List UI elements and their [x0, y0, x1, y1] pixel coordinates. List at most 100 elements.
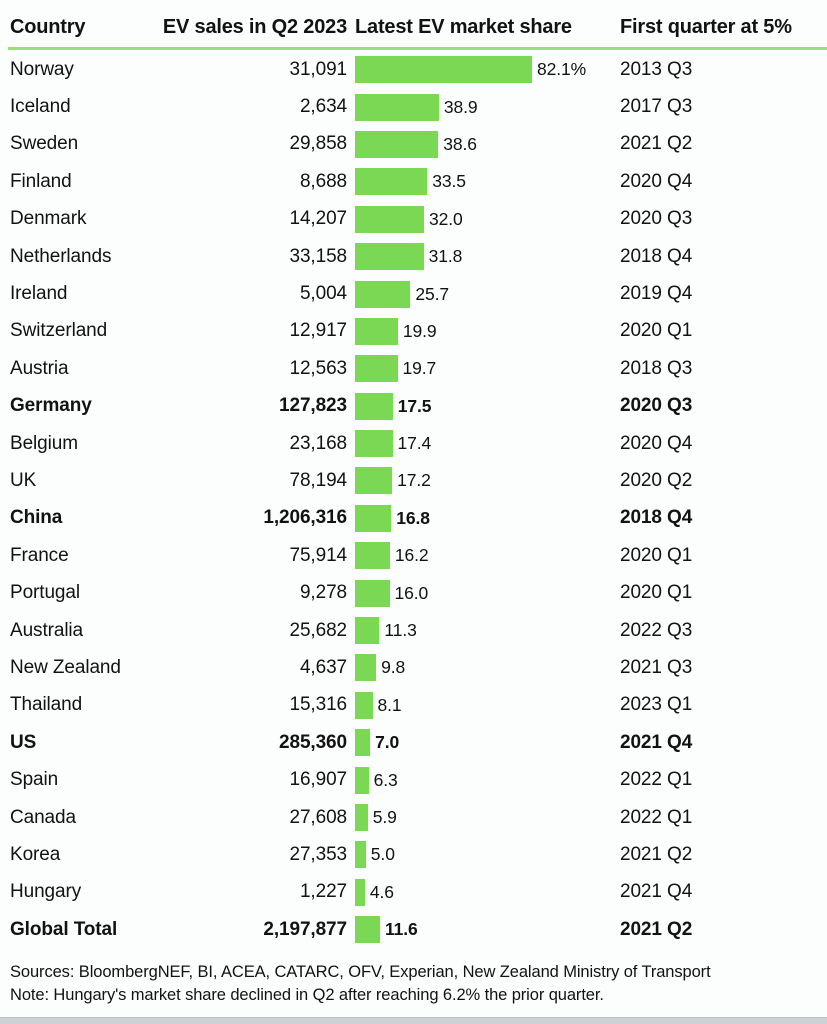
market-share-value-label: 5.0: [370, 844, 395, 865]
market-share-cell: 7.0: [355, 729, 620, 757]
market-share-cell: 6.3: [355, 766, 620, 794]
market-share-cell: 33.5: [355, 168, 620, 196]
first-quarter-cell: 2021 Q2: [620, 133, 693, 155]
table-row: Denmark 14,207 32.0 2020 Q3: [10, 201, 817, 238]
first-quarter-cell: 2018 Q4: [620, 507, 693, 529]
first-quarter-cell: 2017 Q3: [620, 96, 693, 118]
market-share-value-label: 17.5: [397, 395, 432, 416]
table-row: Austria 12,563 19.7 2018 Q3: [10, 350, 817, 387]
country-cell: Finland: [10, 170, 72, 192]
country-cell: UK: [10, 469, 37, 491]
country-cell: Iceland: [10, 96, 71, 118]
market-share-value-label: 16.2: [394, 545, 429, 566]
market-share-value-label: 33.5: [432, 171, 466, 192]
market-share-bar: [355, 243, 424, 271]
country-cell: Switzerland: [10, 320, 108, 342]
table-row: Ireland 5,004 25.7 2019 Q4: [10, 275, 817, 312]
sales-cell: 5,004: [299, 283, 347, 305]
market-share-bar: [355, 93, 439, 121]
table-row: Sweden 29,858 38.6 2021 Q2: [10, 126, 817, 163]
market-share-cell: 38.9: [355, 93, 620, 121]
market-share-cell: 8.1: [355, 691, 620, 719]
sales-cell: 12,563: [289, 357, 347, 379]
table-row: US 285,360 7.0 2021 Q4: [10, 724, 817, 761]
header-first-quarter: First quarter at 5%: [620, 16, 792, 38]
header-divider-rule: [8, 47, 827, 50]
table-row: Iceland 2,634 38.9 2017 Q3: [10, 88, 817, 125]
country-cell: Canada: [10, 806, 76, 828]
country-cell: Spain: [10, 769, 59, 791]
first-quarter-cell: 2020 Q4: [620, 170, 693, 192]
market-share-cell: 16.8: [355, 504, 620, 532]
market-share-bar: [355, 729, 371, 757]
country-cell: Norway: [10, 58, 74, 80]
country-cell: France: [10, 544, 69, 566]
market-share-value-label: 31.8: [428, 246, 463, 267]
market-share-bar: [355, 841, 366, 869]
market-share-bar: [355, 542, 390, 570]
note-text: Note: Hungary's market share declined in…: [10, 986, 604, 1005]
market-share-bar: [355, 504, 392, 532]
market-share-value-label: 32.0: [429, 208, 463, 229]
market-share-cell: 16.0: [355, 579, 620, 607]
first-quarter-cell: 2021 Q2: [620, 918, 693, 940]
country-cell: Australia: [10, 619, 84, 641]
first-quarter-cell: 2021 Q4: [620, 731, 693, 753]
table-row: Germany 127,823 17.5 2020 Q3: [10, 388, 817, 425]
header-market-share: Latest EV market share: [355, 16, 572, 38]
sales-cell: 127,823: [279, 395, 347, 417]
sales-cell: 27,353: [289, 843, 347, 865]
sales-cell: 27,608: [289, 806, 347, 828]
market-share-bar: [355, 691, 373, 719]
table-row: Switzerland 12,917 19.9 2020 Q1: [10, 313, 817, 350]
first-quarter-cell: 2021 Q3: [620, 656, 693, 678]
sales-cell: 75,914: [289, 544, 347, 566]
sales-cell: 31,091: [289, 58, 347, 80]
first-quarter-cell: 2022 Q1: [620, 769, 693, 791]
country-cell: New Zealand: [10, 656, 121, 678]
market-share-bar: [355, 355, 398, 383]
market-share-cell: 82.1%: [355, 56, 620, 84]
first-quarter-cell: 2020 Q3: [620, 208, 693, 230]
country-cell: Denmark: [10, 208, 87, 230]
sales-cell: 25,682: [289, 619, 347, 641]
market-share-value-label: 19.7: [402, 358, 437, 379]
first-quarter-cell: 2022 Q1: [620, 806, 693, 828]
market-share-value-label: 6.3: [373, 769, 398, 790]
first-quarter-cell: 2020 Q4: [620, 432, 693, 454]
market-share-value-label: 19.9: [402, 320, 437, 341]
market-share-value-label: 8.1: [377, 694, 402, 715]
country-cell: Global Total: [10, 918, 118, 940]
sales-cell: 16,907: [289, 769, 347, 791]
market-share-bar: [355, 467, 393, 495]
sources-text: Sources: BloombergNEF, BI, ACEA, CATARC,…: [10, 963, 711, 982]
market-share-bar: [355, 280, 411, 308]
market-share-bar: [355, 56, 532, 84]
first-quarter-cell: 2018 Q3: [620, 357, 693, 379]
table-row: Netherlands 33,158 31.8 2018 Q4: [10, 238, 817, 275]
market-share-cell: 17.4: [355, 430, 620, 458]
market-share-cell: 16.2: [355, 542, 620, 570]
bottom-edge-strip: [0, 1017, 827, 1024]
country-cell: Hungary: [10, 881, 82, 903]
table-row: New Zealand 4,637 9.8 2021 Q3: [10, 649, 817, 686]
sales-cell: 2,634: [299, 96, 347, 118]
table-row: Portugal 9,278 16.0 2020 Q1: [10, 574, 817, 611]
sales-cell: 8,688: [299, 170, 347, 192]
country-cell: Korea: [10, 843, 61, 865]
market-share-bar: [355, 392, 393, 420]
market-share-value-label: 7.0: [375, 732, 400, 753]
market-share-cell: 5.0: [355, 841, 620, 869]
market-share-cell: 9.8: [355, 654, 620, 682]
market-share-value-label: 82.1%: [537, 59, 587, 80]
first-quarter-cell: 2018 Q4: [620, 245, 693, 267]
sales-cell: 12,917: [289, 320, 347, 342]
market-share-bar: [355, 916, 380, 944]
sales-cell: 9,278: [299, 582, 347, 604]
table-row: Spain 16,907 6.3 2022 Q1: [10, 761, 817, 798]
market-share-value-label: 4.6: [369, 881, 394, 902]
country-cell: Sweden: [10, 133, 79, 155]
market-share-cell: 17.2: [355, 467, 620, 495]
sales-cell: 2,197,877: [263, 918, 347, 940]
